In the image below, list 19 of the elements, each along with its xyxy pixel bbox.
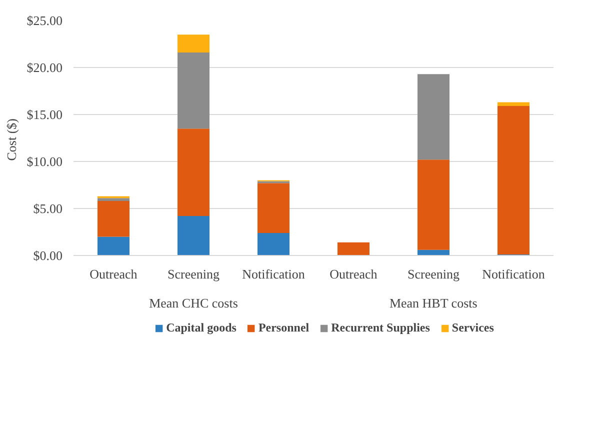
x-tick-label: Screening (408, 266, 460, 282)
text: Mean HBT costs (389, 296, 478, 310)
x-tick-label: Outreach (330, 266, 378, 282)
x-tick-label: Notification (482, 266, 546, 282)
x-tick-label: Screening (168, 266, 220, 282)
y-tick-label: $5.00 (33, 201, 62, 216)
y-tick-label: $25.00 (26, 13, 62, 28)
x-tick-label: Outreach (90, 266, 138, 282)
legend-label: Capital goods (166, 320, 236, 336)
y-tick-label: $20.00 (26, 60, 62, 75)
text: Mean CHC costs (149, 296, 238, 310)
y-tick-label: $0.00 (33, 248, 62, 263)
y-tick-label: $15.00 (26, 107, 62, 122)
legend-label: Personnel (258, 320, 310, 336)
legend-label: Services (452, 320, 494, 336)
y-tick-label: $10.00 (26, 154, 62, 169)
legend-label: Recurrent Supplies (331, 320, 430, 336)
y-axis-title: Cost ($) (4, 118, 19, 161)
x-tick-label: Notification (242, 266, 306, 282)
